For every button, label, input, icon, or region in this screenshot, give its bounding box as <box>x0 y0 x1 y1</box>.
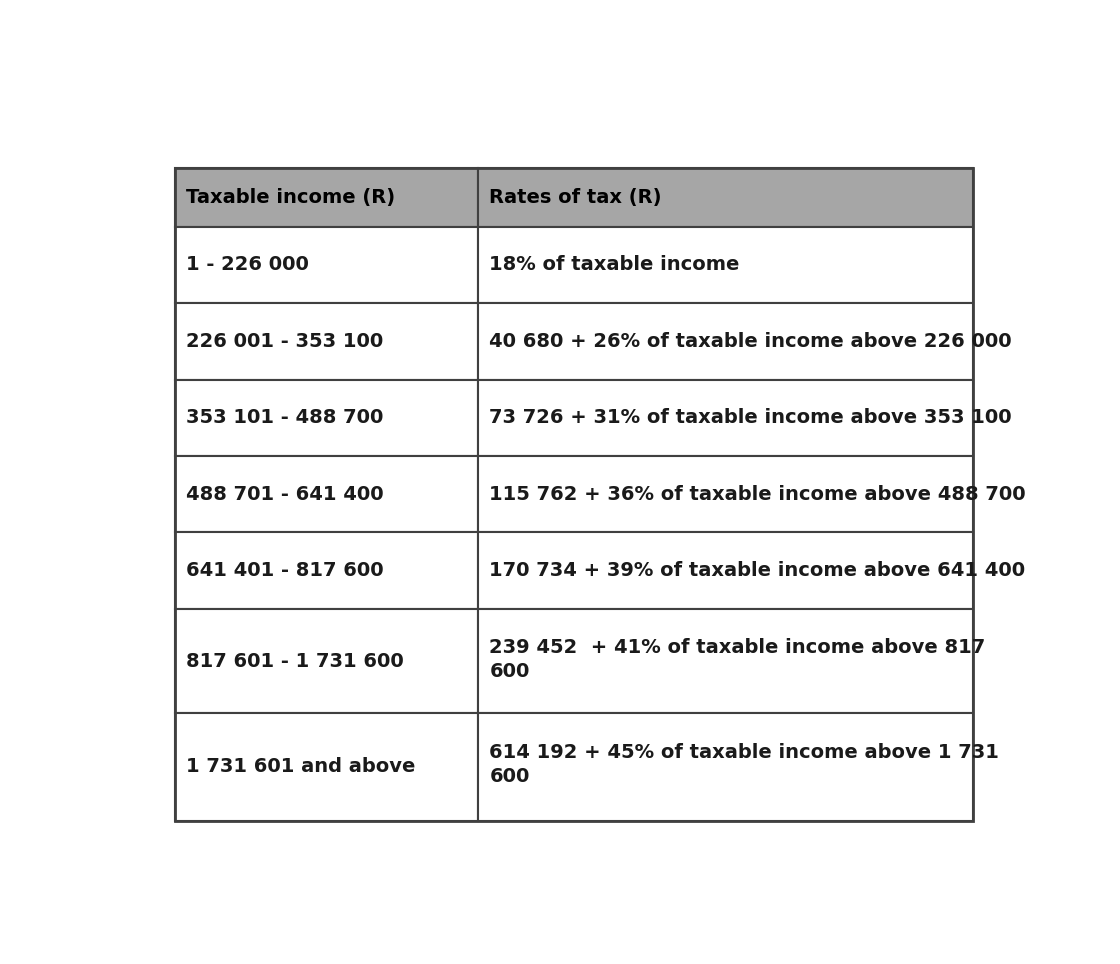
Bar <box>478 303 973 380</box>
Bar <box>175 609 478 713</box>
Text: 239 452  + 41% of taxable income above 817
600: 239 452 + 41% of taxable income above 81… <box>489 638 986 681</box>
Bar <box>175 168 478 227</box>
Bar <box>478 713 973 820</box>
Bar <box>478 380 973 456</box>
Text: 226 001 - 353 100: 226 001 - 353 100 <box>186 332 383 351</box>
Text: Taxable income (R): Taxable income (R) <box>186 188 395 206</box>
Bar <box>478 532 973 609</box>
Bar <box>478 609 973 713</box>
Text: 170 734 + 39% of taxable income above 641 400: 170 734 + 39% of taxable income above 64… <box>489 561 1026 580</box>
Text: Rates of tax (R): Rates of tax (R) <box>489 188 662 206</box>
Text: 115 762 + 36% of taxable income above 488 700: 115 762 + 36% of taxable income above 48… <box>489 485 1026 504</box>
Bar <box>175 380 478 456</box>
Text: 1 - 226 000: 1 - 226 000 <box>186 255 309 275</box>
Text: 1 731 601 and above: 1 731 601 and above <box>186 758 416 776</box>
Text: 614 192 + 45% of taxable income above 1 731
600: 614 192 + 45% of taxable income above 1 … <box>489 743 999 786</box>
Bar <box>175 456 478 532</box>
Text: 817 601 - 1 731 600: 817 601 - 1 731 600 <box>186 652 403 671</box>
Bar <box>175 532 478 609</box>
Text: 73 726 + 31% of taxable income above 353 100: 73 726 + 31% of taxable income above 353… <box>489 409 1012 427</box>
Bar <box>478 168 973 227</box>
Bar <box>175 713 478 820</box>
Text: 488 701 - 641 400: 488 701 - 641 400 <box>186 485 384 504</box>
Bar <box>175 303 478 380</box>
Text: 40 680 + 26% of taxable income above 226 000: 40 680 + 26% of taxable income above 226… <box>489 332 1012 351</box>
Bar <box>175 168 973 821</box>
Bar <box>478 456 973 532</box>
Bar <box>478 227 973 303</box>
Text: 353 101 - 488 700: 353 101 - 488 700 <box>186 409 383 427</box>
Bar <box>175 227 478 303</box>
Text: 18% of taxable income: 18% of taxable income <box>489 255 740 275</box>
Text: 641 401 - 817 600: 641 401 - 817 600 <box>186 561 384 580</box>
